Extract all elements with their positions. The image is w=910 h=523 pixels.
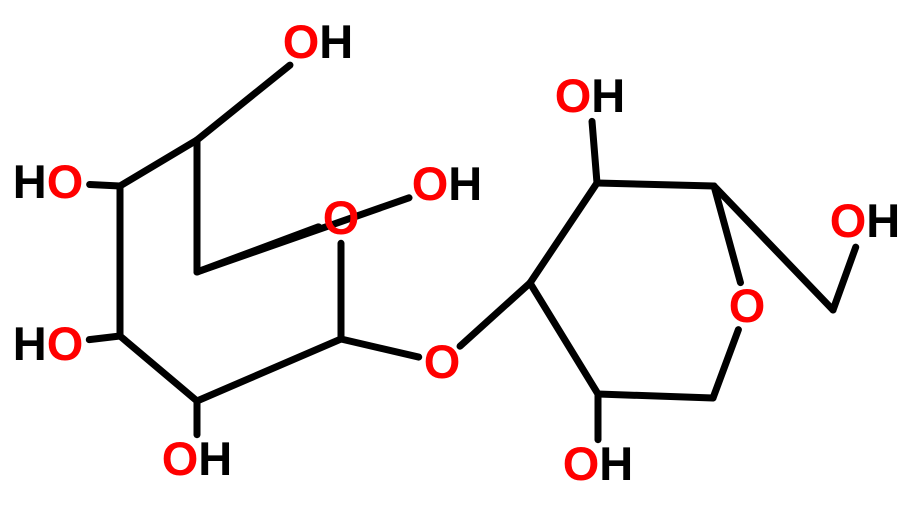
bond bbox=[592, 121, 597, 183]
bond bbox=[530, 183, 597, 283]
molecule-diagram: OH HO HO OH O OH O OH OH O OH bbox=[0, 0, 910, 523]
bond bbox=[90, 185, 120, 186]
atom-label: HO bbox=[13, 155, 84, 208]
bond bbox=[197, 227, 319, 272]
atom-labels: OH HO HO OH O OH O OH OH O OH bbox=[13, 15, 901, 490]
atom-label: OH bbox=[162, 432, 233, 485]
bonds bbox=[89, 65, 855, 440]
atom-label: O bbox=[729, 279, 766, 332]
bond bbox=[120, 140, 197, 186]
bond bbox=[713, 330, 738, 398]
atom-label: O bbox=[424, 335, 461, 388]
bond bbox=[530, 283, 598, 394]
bond bbox=[120, 336, 197, 401]
bond bbox=[89, 336, 120, 340]
bond bbox=[341, 339, 419, 357]
bond bbox=[833, 247, 856, 310]
bond bbox=[460, 283, 530, 346]
atom-label: OH bbox=[830, 194, 901, 247]
bond bbox=[598, 394, 713, 398]
atom-label: OH bbox=[555, 69, 626, 122]
atom-label: OH bbox=[283, 15, 354, 68]
bond bbox=[597, 183, 714, 186]
atom-label: OH bbox=[563, 437, 634, 490]
atom-label: O bbox=[323, 191, 360, 244]
bond bbox=[197, 65, 290, 140]
bond bbox=[197, 339, 341, 401]
atom-label: HO bbox=[13, 317, 84, 370]
atom-label: OH bbox=[412, 157, 483, 210]
